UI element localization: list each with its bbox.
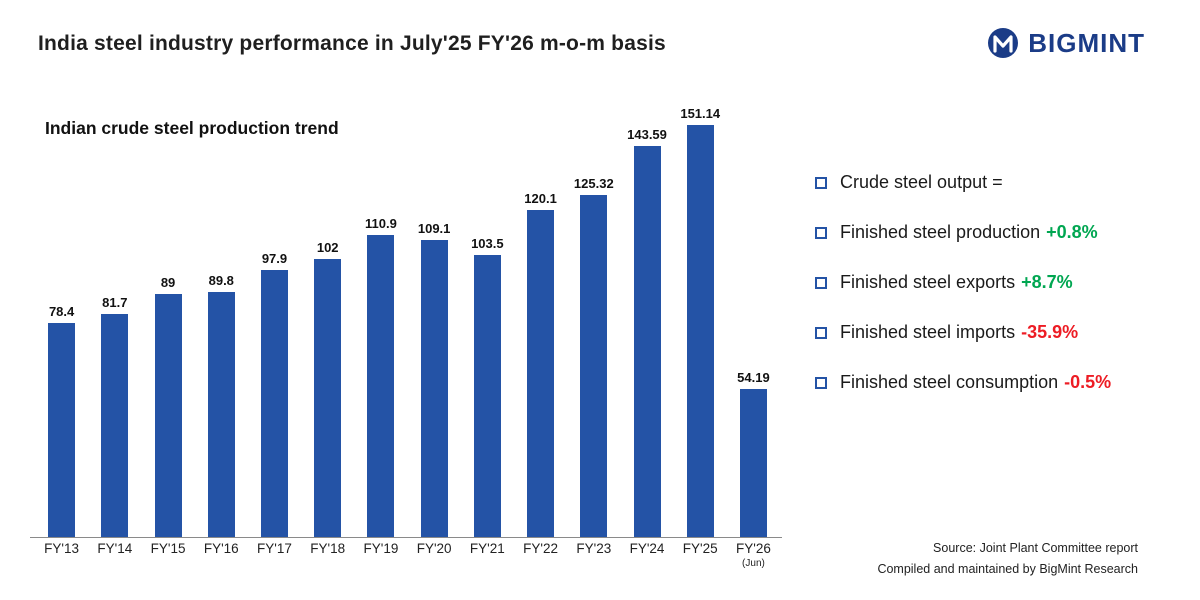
bar-value-label: 78.4 <box>48 304 75 319</box>
bar <box>101 314 129 537</box>
bar-value-label: 89.8 <box>208 273 234 288</box>
bar-column: 143.59 <box>620 95 673 537</box>
legend-label: Crude steel output = <box>840 172 1003 192</box>
bar <box>686 125 714 537</box>
bar <box>314 259 342 537</box>
legend-label: Finished steel consumption <box>840 372 1059 392</box>
x-axis-labels: FY'13 FY'14 FY'15 FY'16 FY'17 FY'18 FY'19 FY'20… <box>35 541 780 569</box>
legend-label: Finished steel production <box>840 222 1041 242</box>
bullet-square-icon <box>815 326 827 339</box>
bar-column: 89 <box>141 95 194 537</box>
x-axis-tick-label: FY'18 <box>310 541 346 556</box>
x-axis-tick-label: FY'19 <box>363 541 399 556</box>
x-axis-tick-subnote: (Jun) <box>742 557 765 569</box>
legend-item: Finished steel consumption -0.5% <box>815 372 1175 393</box>
x-axis-tick-label: FY'26 (Jun) <box>727 541 780 569</box>
legend-item: Crude steel output = <box>815 172 1175 193</box>
x-axis-tick-label: FY'25 <box>682 541 718 556</box>
bar <box>527 210 555 537</box>
compiled-note: Compiled and maintained by BigMint Resea… <box>877 561 1138 576</box>
bar-column: 109.1 <box>408 95 461 537</box>
x-axis-tick-label: FY'21 <box>469 541 505 556</box>
bar-column: 89.8 <box>195 95 248 537</box>
legend-delta-value: +8.7% <box>1021 272 1073 292</box>
bar-value-label: 103.5 <box>471 236 504 251</box>
bar-value-label: 89 <box>160 275 176 290</box>
bar-column: 151.14 <box>674 95 727 537</box>
x-axis-tick-label: FY'24 <box>629 541 665 556</box>
bar-value-label: 102 <box>316 240 339 255</box>
bar-column: 97.9 <box>248 95 301 537</box>
legend-item: Finished steel imports -35.9% <box>815 322 1175 343</box>
x-axis-tick-label: FY'14 <box>97 541 133 556</box>
bar <box>633 146 661 537</box>
bar <box>207 292 235 537</box>
legend-item: Finished steel exports +8.7% <box>815 272 1175 293</box>
bar-value-label: 54.19 <box>737 370 770 385</box>
bar-column: 110.9 <box>354 95 407 537</box>
x-axis-tick-label: FY'15 <box>150 541 186 556</box>
bar <box>473 255 501 537</box>
legend-list: Crude steel output = Finished steel produ… <box>815 172 1175 422</box>
legend-label: Finished steel exports <box>840 272 1016 292</box>
bar-column: 78.4 <box>35 95 88 537</box>
bar <box>739 389 767 537</box>
bullet-square-icon <box>815 376 827 389</box>
bigmint-logo-icon <box>986 26 1020 60</box>
bar-column: 54.19 <box>727 95 780 537</box>
bar-value-label: 151.14 <box>680 106 721 121</box>
bar <box>580 195 608 537</box>
bullet-square-icon <box>815 276 827 289</box>
x-axis-tick-label: FY'13 <box>44 541 80 556</box>
brand-name: BIGMINT <box>1028 27 1145 58</box>
bar <box>367 235 395 537</box>
bar <box>48 323 76 537</box>
source-note: Source: Joint Plant Committee report <box>933 540 1138 555</box>
bar-value-label: 81.7 <box>102 295 128 310</box>
legend-delta-value: +0.8% <box>1046 222 1098 242</box>
bar <box>420 240 448 537</box>
brand-logo: BIGMINT <box>986 26 1145 60</box>
bar <box>154 294 182 537</box>
plot-area: 78.4 81.7 89 89.8 97.9 102 110.9 109.1 103.5 120.… <box>35 95 780 537</box>
x-axis-tick-label: FY'17 <box>257 541 292 556</box>
bullet-square-icon <box>815 176 827 189</box>
bar-column: 103.5 <box>461 95 514 537</box>
bar-value-label: 109.1 <box>417 221 451 236</box>
bar <box>260 270 288 537</box>
x-axis-tick-label: FY'16 <box>203 541 239 556</box>
x-axis-tick-label: FY'20 <box>416 541 452 556</box>
bar-value-label: 125.32 <box>573 176 614 191</box>
legend-label: Finished steel imports <box>840 322 1016 342</box>
bar-column: 125.32 <box>567 95 620 537</box>
chart-title: Indian crude steel production trend <box>45 118 339 138</box>
bullet-square-icon <box>815 226 827 239</box>
bar-column: 81.7 <box>88 95 141 537</box>
bar-column: 102 <box>301 95 354 537</box>
bar-column: 120.1 <box>514 95 567 537</box>
bar-value-label: 120.1 <box>524 191 557 206</box>
legend-item: Finished steel production +0.8% <box>815 222 1175 243</box>
bar-value-label: 110.9 <box>365 216 397 231</box>
x-axis-tick-label: FY'22 <box>523 541 558 556</box>
page-title: India steel industry performance in July… <box>38 32 666 55</box>
bar-value-label: 97.9 <box>261 251 288 266</box>
legend-delta-value: -35.9% <box>1021 322 1079 342</box>
bar-value-label: 143.59 <box>627 127 667 142</box>
x-axis-line <box>30 537 782 538</box>
legend-delta-value: -0.5% <box>1064 372 1112 392</box>
footer: Source: Joint Plant Committee report Com… <box>877 538 1138 581</box>
x-axis-tick-label: FY'23 <box>576 541 612 556</box>
